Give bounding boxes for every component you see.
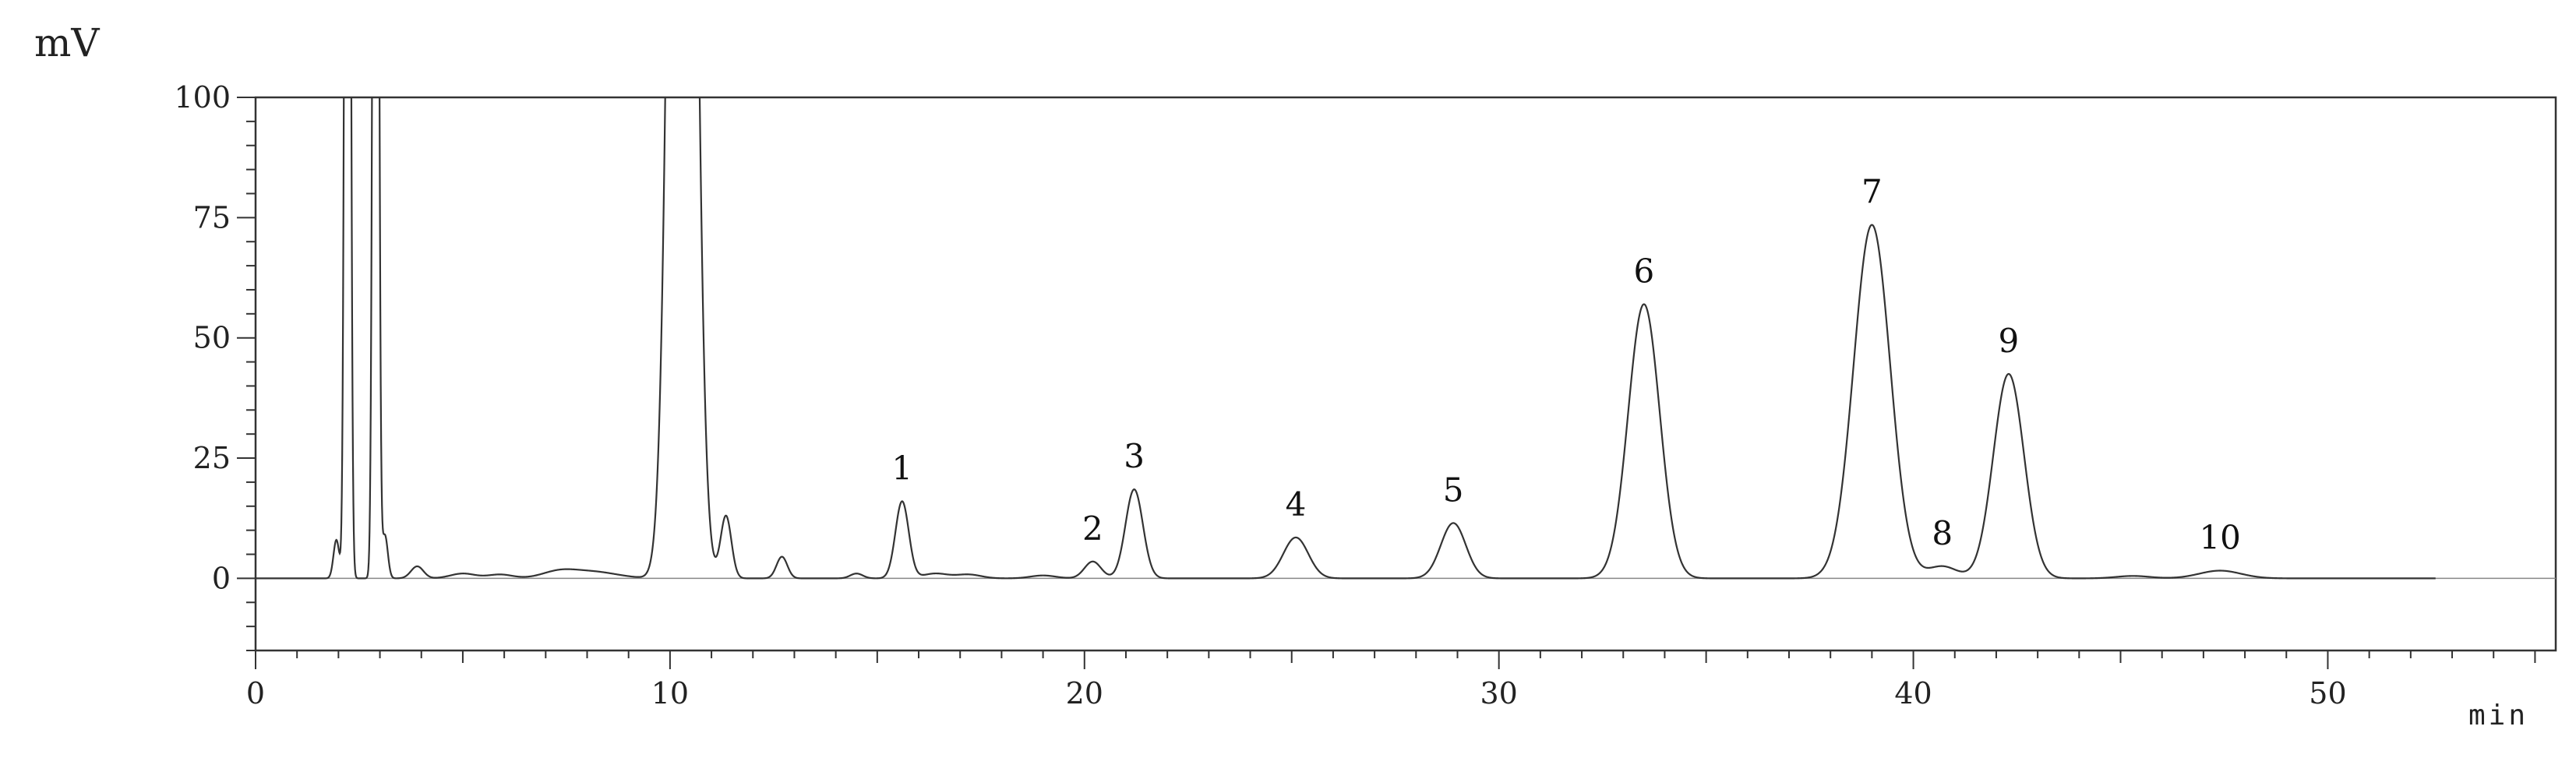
peak-label: 3 (1124, 437, 1145, 475)
y-tick-label: 25 (193, 441, 231, 475)
x-tick-label: 30 (1480, 676, 1517, 710)
peak-label: 9 (1999, 322, 2020, 360)
peak-label: 7 (1861, 173, 1883, 211)
y-tick-label: 0 (212, 561, 231, 595)
plot-frame (254, 96, 2557, 652)
peak-label: 1 (891, 450, 912, 488)
plot-axes (254, 96, 2557, 652)
x-tick-label: 50 (2309, 676, 2346, 710)
peak-label: 8 (1932, 514, 1953, 552)
chromatogram-trace (256, 97, 2436, 580)
y-tick-label: 100 (174, 80, 231, 115)
x-tick-label: 0 (246, 676, 265, 710)
x-tick-label: 20 (1066, 676, 1103, 710)
chromatogram-line (256, 97, 2436, 580)
peak-label: 10 (2199, 519, 2240, 557)
peak-label: 5 (1443, 471, 1464, 509)
y-tick-label: 50 (193, 321, 231, 355)
peak-label: 6 (1633, 252, 1654, 290)
peak-label: 4 (1286, 485, 1307, 524)
x-tick-label: 40 (1894, 676, 1932, 710)
y-axis-unit-label: mV (34, 20, 100, 65)
y-tick-label: 75 (193, 200, 231, 234)
x-axis-unit-label: min (2468, 700, 2528, 732)
x-tick-label: 10 (651, 676, 689, 710)
peak-label: 2 (1082, 509, 1103, 548)
